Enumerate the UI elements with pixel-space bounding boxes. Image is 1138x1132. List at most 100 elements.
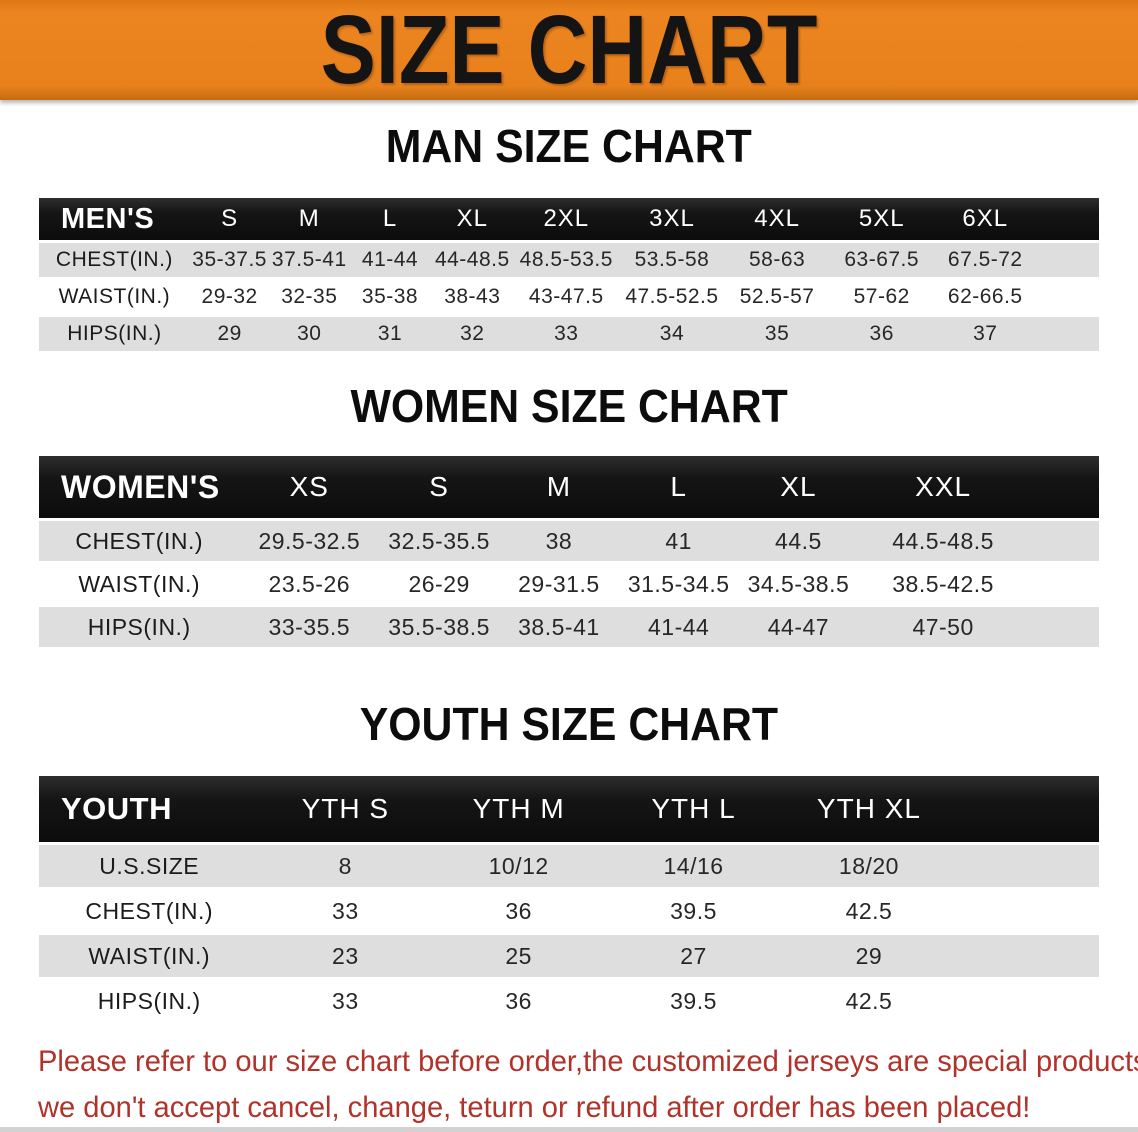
table-header-label: YOUTH <box>39 776 260 842</box>
size-value-cell: 29-32 <box>189 280 270 314</box>
size-value-cell: 38 <box>499 521 619 561</box>
size-value-cell: 33-35.5 <box>239 607 380 647</box>
table-header-row: MEN'S S M L XL 2XL 3XL 4XL 5XL 6XL <box>39 198 1099 240</box>
table-row: CHEST(IN.) 33 36 39.5 42.5 <box>39 890 1099 932</box>
size-column-header: YTH XL <box>780 776 957 842</box>
size-value-cell: 62-66.5 <box>934 280 1037 314</box>
disclaimer-line-1: Please refer to our size chart before or… <box>38 1045 1138 1078</box>
size-column-header: 4XL <box>725 198 830 240</box>
row-label: HIPS(IN.) <box>39 317 190 351</box>
size-column-header: YTH M <box>431 776 607 842</box>
bottom-edge-divider <box>0 1127 1138 1132</box>
size-value-cell: 42.5 <box>780 890 957 932</box>
size-value-cell: 39.5 <box>606 890 781 932</box>
row-label: WAIST(IN.) <box>39 935 260 977</box>
row-spacer <box>1027 521 1099 561</box>
table-header-row: YOUTH YTH S YTH M YTH L YTH XL <box>39 776 1099 842</box>
size-value-cell: 10/12 <box>431 845 607 887</box>
size-value-cell: 29 <box>780 935 957 977</box>
size-column-header: YTH L <box>606 776 781 842</box>
table-row: CHEST(IN.) 35-37.5 37.5-41 41-44 44-48.5 48.5… <box>39 243 1099 277</box>
size-value-cell: 35 <box>725 317 830 351</box>
youth-size-chart-section: YOUTH SIZE CHART YOUTH YTH S YTH M YTH L YTH … <box>0 650 1138 1025</box>
section-heading-text: YOUTH SIZE CHART <box>359 698 779 750</box>
size-value-cell: 58-63 <box>725 243 830 277</box>
size-value-cell: 31.5-34.5 <box>618 564 739 604</box>
row-label: CHEST(IN.) <box>39 890 260 932</box>
size-value-cell: 44-48.5 <box>430 243 514 277</box>
size-column-header: XL <box>430 198 514 240</box>
size-value-cell: 39.5 <box>606 980 781 1022</box>
size-value-cell: 36 <box>829 317 935 351</box>
size-value-cell: 41-44 <box>349 243 431 277</box>
table-row: HIPS(IN.) 33-35.5 35.5-38.5 38.5-41 41-44 44-… <box>39 607 1099 647</box>
header-spacer <box>956 776 1099 842</box>
row-spacer <box>956 980 1099 1022</box>
row-label: CHEST(IN.) <box>39 243 190 277</box>
page-title: SIZE CHART <box>320 0 818 105</box>
row-spacer <box>1036 243 1099 277</box>
size-value-cell: 47.5-52.5 <box>618 280 726 314</box>
size-value-cell: 34.5-38.5 <box>738 564 859 604</box>
size-value-cell: 37 <box>934 317 1037 351</box>
table-row: HIPS(IN.) 33 36 39.5 42.5 <box>39 980 1099 1022</box>
size-value-cell: 30 <box>269 317 350 351</box>
size-column-header: 2XL <box>513 198 619 240</box>
size-value-cell: 14/16 <box>606 845 781 887</box>
men-section-heading: MAN SIZE CHART <box>0 120 1138 173</box>
men-size-chart-section: MAN SIZE CHART MEN'S S M L XL 2XL 3XL 4XL 5XL 6XL C… <box>0 100 1138 354</box>
row-label: WAIST(IN.) <box>39 280 190 314</box>
size-value-cell: 35.5-38.5 <box>379 607 500 647</box>
row-spacer <box>1036 280 1099 314</box>
size-column-header: XL <box>738 456 859 518</box>
header-spacer <box>1036 198 1099 240</box>
size-value-cell: 35-37.5 <box>189 243 270 277</box>
size-value-cell: 33 <box>259 980 432 1022</box>
size-value-cell: 23.5-26 <box>239 564 380 604</box>
size-value-cell: 23 <box>259 935 432 977</box>
size-value-cell: 37.5-41 <box>269 243 350 277</box>
size-column-header: L <box>349 198 431 240</box>
size-value-cell: 26-29 <box>379 564 500 604</box>
table-row: CHEST(IN.) 29.5-32.5 32.5-35.5 38 41 44.5 44.5… <box>39 521 1099 561</box>
row-label: CHEST(IN.) <box>39 521 240 561</box>
row-label: WAIST(IN.) <box>39 564 240 604</box>
size-value-cell: 47-50 <box>858 607 1028 647</box>
disclaimer-line-2: we don't accept cancel, change, teturn o… <box>38 1091 1031 1124</box>
table-header-label: MEN'S <box>39 198 190 240</box>
row-spacer <box>1036 317 1099 351</box>
youth-size-table: YOUTH YTH S YTH M YTH L YTH XL U.S.SIZE 8 10/12… <box>39 773 1099 1025</box>
size-value-cell: 44.5-48.5 <box>858 521 1028 561</box>
table-row: HIPS(IN.) 29 30 31 32 33 34 35 36 37 <box>39 317 1099 351</box>
size-chart-banner: SIZE CHART <box>0 0 1138 105</box>
row-spacer <box>956 845 1099 887</box>
size-value-cell: 43-47.5 <box>513 280 619 314</box>
size-value-cell: 48.5-53.5 <box>513 243 619 277</box>
size-column-header: M <box>269 198 350 240</box>
size-value-cell: 44-47 <box>738 607 859 647</box>
size-value-cell: 41-44 <box>618 607 739 647</box>
size-value-cell: 27 <box>606 935 781 977</box>
size-value-cell: 41 <box>618 521 739 561</box>
table-row: WAIST(IN.) 23.5-26 26-29 29-31.5 31.5-34.5 34… <box>39 564 1099 604</box>
size-column-header: M <box>499 456 619 518</box>
size-value-cell: 33 <box>513 317 619 351</box>
size-value-cell: 32-35 <box>269 280 350 314</box>
youth-section-heading: YOUTH SIZE CHART <box>0 698 1138 751</box>
size-chart-sections: MAN SIZE CHART MEN'S S M L XL 2XL 3XL 4XL 5XL 6XL C… <box>0 100 1138 1025</box>
size-value-cell: 38-43 <box>430 280 514 314</box>
size-value-cell: 32 <box>430 317 514 351</box>
size-value-cell: 44.5 <box>738 521 859 561</box>
size-column-header: 5XL <box>829 198 935 240</box>
size-value-cell: 29-31.5 <box>499 564 619 604</box>
size-value-cell: 38.5-42.5 <box>858 564 1028 604</box>
size-value-cell: 42.5 <box>780 980 957 1022</box>
row-label: HIPS(IN.) <box>39 980 260 1022</box>
row-label: U.S.SIZE <box>39 845 260 887</box>
header-spacer <box>1027 456 1099 518</box>
size-value-cell: 32.5-35.5 <box>379 521 500 561</box>
section-heading-text: MAN SIZE CHART <box>385 120 752 172</box>
size-value-cell: 34 <box>618 317 726 351</box>
table-row: WAIST(IN.) 29-32 32-35 35-38 38-43 43-47.5 47.… <box>39 280 1099 314</box>
size-value-cell: 8 <box>259 845 432 887</box>
